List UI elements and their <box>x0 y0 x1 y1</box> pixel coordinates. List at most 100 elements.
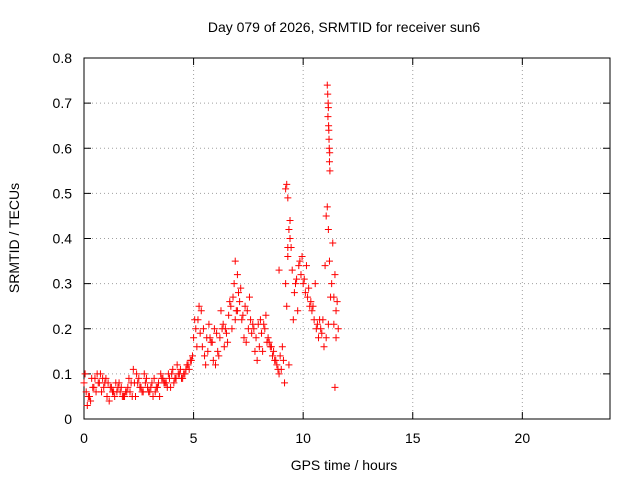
data-point <box>219 320 227 328</box>
data-point <box>332 307 340 315</box>
x-axis: 0 5 10 15 20 <box>80 58 530 446</box>
data-point <box>284 244 292 252</box>
data-point <box>298 253 306 261</box>
data-point <box>192 325 200 333</box>
data-point <box>88 374 96 382</box>
data-point <box>140 370 148 378</box>
data-point <box>252 334 260 342</box>
data-point <box>296 257 304 265</box>
data-point <box>299 280 307 288</box>
data-point <box>326 149 334 157</box>
data-point <box>282 185 290 193</box>
data-point <box>201 352 209 360</box>
data-point <box>229 293 237 301</box>
data-point <box>315 334 323 342</box>
data-point <box>325 257 333 265</box>
data-point <box>116 388 124 396</box>
data-point <box>221 325 229 333</box>
data-point <box>215 352 223 360</box>
data-point <box>228 325 236 333</box>
data-point <box>330 320 338 328</box>
data-point <box>325 135 333 143</box>
data-point <box>247 316 255 324</box>
data-point <box>167 383 175 391</box>
data-point <box>105 397 113 405</box>
data-point <box>85 392 93 400</box>
data-point <box>232 307 240 315</box>
data-point <box>210 325 218 333</box>
y-tick-label: 0.5 <box>53 185 73 201</box>
data-point <box>334 325 342 333</box>
data-point <box>241 302 249 310</box>
data-point <box>264 334 272 342</box>
data-point <box>178 374 186 382</box>
data-point <box>212 361 219 369</box>
data-point <box>291 280 299 288</box>
data-point <box>182 365 190 373</box>
data-point <box>87 397 95 405</box>
data-point <box>208 338 216 346</box>
data-point <box>270 347 278 355</box>
data-point <box>216 334 224 342</box>
y-tick-label: 0.6 <box>53 140 73 156</box>
data-point <box>320 343 328 351</box>
data-point <box>333 298 341 306</box>
chart-title: Day 079 of 2026, SRMTID for receiver sun… <box>208 19 481 35</box>
y-tick-label: 0.2 <box>53 321 73 337</box>
data-points <box>80 81 342 409</box>
data-point <box>267 343 275 351</box>
data-point <box>138 388 146 396</box>
data-point <box>276 352 284 360</box>
data-point <box>156 392 164 400</box>
y-axis-label: SRMTID / TECUs <box>6 183 22 293</box>
data-point <box>324 113 332 121</box>
data-point <box>309 302 317 310</box>
data-point <box>285 225 293 233</box>
data-point <box>332 334 340 342</box>
data-point <box>196 329 204 337</box>
data-point <box>325 158 333 166</box>
data-point <box>107 383 115 391</box>
data-point <box>197 307 205 315</box>
data-point <box>158 374 166 382</box>
x-tick-label: 0 <box>80 430 88 446</box>
data-point <box>133 370 141 378</box>
data-point <box>311 280 319 288</box>
data-point <box>103 392 111 400</box>
data-point <box>188 352 196 360</box>
data-point <box>235 289 243 297</box>
data-point <box>150 374 158 382</box>
data-point <box>331 271 339 279</box>
data-point <box>281 379 289 387</box>
data-point <box>331 383 339 391</box>
data-point <box>255 343 263 351</box>
data-point <box>295 262 303 270</box>
data-point <box>123 388 131 396</box>
data-point <box>289 316 297 324</box>
data-point <box>153 383 161 391</box>
data-point <box>135 374 143 382</box>
data-point <box>253 356 261 364</box>
data-point <box>273 361 281 369</box>
data-point <box>294 307 302 315</box>
data-point <box>202 361 210 369</box>
data-point <box>243 307 251 315</box>
data-point <box>285 361 293 369</box>
data-point <box>251 347 259 355</box>
data-point <box>301 289 309 297</box>
data-point <box>147 383 155 391</box>
data-point <box>313 320 321 328</box>
data-point <box>284 253 292 261</box>
data-point <box>254 320 262 328</box>
data-point <box>173 361 181 369</box>
data-point <box>250 325 258 333</box>
data-point <box>268 352 276 360</box>
data-point <box>214 347 222 355</box>
data-point <box>110 388 118 396</box>
data-point <box>297 271 305 279</box>
data-point <box>132 392 140 400</box>
data-point <box>261 325 269 333</box>
data-point <box>272 356 280 364</box>
data-point <box>101 379 109 387</box>
data-point <box>204 347 212 355</box>
